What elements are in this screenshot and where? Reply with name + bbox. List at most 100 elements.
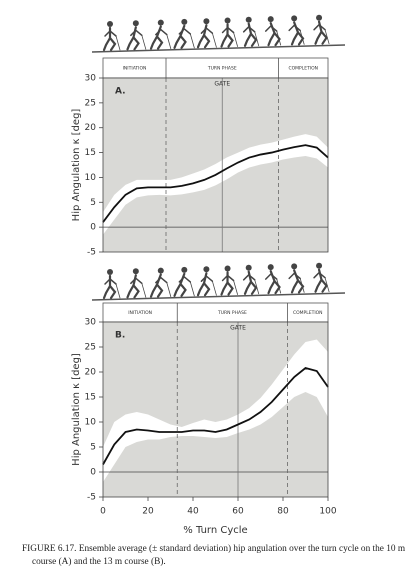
y-tick-label: -5 [87, 493, 96, 503]
skier-pole [324, 277, 330, 293]
phase-label: INITIATION [123, 66, 147, 72]
skier-figure [313, 262, 330, 293]
skier-pole [254, 279, 260, 295]
skier-arms [242, 26, 256, 33]
panel-label: B. [115, 331, 125, 341]
skier-pole [166, 282, 172, 298]
skier-body [243, 22, 258, 47]
skier-body [243, 270, 258, 295]
skier-head [316, 262, 323, 269]
skier-figure [149, 19, 172, 50]
skier-pole [276, 30, 282, 46]
skier-body [314, 268, 328, 293]
skier-figure [196, 18, 217, 49]
y-tick-label: 5 [90, 198, 96, 208]
skier-figure [288, 263, 305, 294]
skier-body [220, 23, 234, 48]
gate-label: GATE [214, 81, 230, 88]
phase-label: COMPLETION [288, 66, 318, 72]
skier-head [132, 20, 139, 27]
skier-arms [155, 28, 168, 36]
skier-arms [264, 25, 278, 32]
skier-pole [233, 280, 238, 295]
skier-pole [141, 34, 147, 50]
skier-pole [166, 34, 172, 49]
skier-head [157, 267, 164, 274]
phase-label: INITIATION [128, 310, 152, 316]
y-tick-label: 15 [85, 393, 96, 403]
skier-figure [173, 266, 195, 297]
skier-head [181, 18, 188, 25]
skier-head [132, 268, 139, 275]
skier-pole [254, 31, 260, 47]
slope [91, 44, 346, 53]
skier-figure [313, 14, 330, 45]
phase-label: TURN PHASE [207, 66, 237, 72]
skier-arms [130, 277, 143, 285]
y-tick-label: 10 [85, 173, 97, 183]
skier-figure [288, 15, 305, 46]
y-tick-label: -5 [87, 248, 96, 258]
y-tick-label: 10 [85, 418, 97, 428]
skier-figure [264, 16, 282, 47]
y-tick-label: 15 [85, 148, 96, 158]
skier-arms [178, 28, 192, 35]
sd-band [103, 134, 328, 235]
y-axis-label: Hip Angulation κ [deg] [71, 353, 82, 466]
skier-body [102, 274, 117, 300]
x-tick-label: 60 [232, 507, 244, 517]
skier-pole [115, 283, 121, 299]
skier-pole [189, 281, 195, 297]
skier-head [267, 264, 274, 271]
skier-arms [264, 273, 278, 280]
skier-figure [126, 20, 147, 51]
skier-head [224, 265, 231, 272]
slope [91, 292, 346, 301]
mean-line [102, 144, 329, 223]
skier-pole [299, 29, 305, 45]
skier-figure [126, 268, 147, 299]
skier-head [245, 264, 252, 271]
panel-label: A. [115, 87, 126, 97]
skier-head [157, 19, 164, 26]
skier-head [203, 18, 210, 25]
y-tick-label: 5 [90, 443, 96, 453]
skier-figure [173, 18, 195, 49]
caption: FIGURE 6.17. Ensemble average (± standar… [22, 544, 406, 567]
skier-arms [288, 24, 301, 32]
skier-arms [313, 271, 326, 279]
skier-pole [324, 29, 330, 45]
skier-body [314, 20, 328, 45]
skier-pole [233, 32, 238, 47]
skier-figure [102, 21, 121, 52]
x-tick-label: 40 [187, 507, 199, 517]
plot-frame [102, 321, 329, 498]
phase-label: COMPLETION [293, 310, 323, 316]
y-axis-label: Hip Angulation κ [deg] [71, 109, 82, 222]
skier-figure [149, 267, 172, 298]
skier-arms [178, 276, 192, 283]
skier-pole [189, 33, 195, 49]
skier-pole [276, 278, 282, 294]
x-tick-label: 20 [142, 507, 154, 517]
skier-arms [221, 26, 235, 34]
skier-arms [288, 272, 301, 280]
y-tick-label: 20 [85, 123, 97, 133]
skier-figure [196, 266, 217, 297]
skier-head [181, 266, 188, 273]
skier-arms [200, 27, 214, 34]
plot-background [103, 322, 328, 497]
skier-figure [264, 264, 282, 295]
skier-arms [130, 29, 143, 37]
skier-pole [211, 32, 217, 48]
skier-arms [313, 23, 326, 31]
x-axis-label: % Turn Cycle [183, 525, 247, 536]
skier-figure [220, 265, 238, 296]
skier-pole [115, 35, 121, 51]
skier-head [107, 21, 113, 27]
skier-arms [104, 278, 117, 285]
skier-figure [242, 16, 260, 47]
skier-arms [155, 276, 168, 284]
skier-figure [102, 269, 121, 300]
